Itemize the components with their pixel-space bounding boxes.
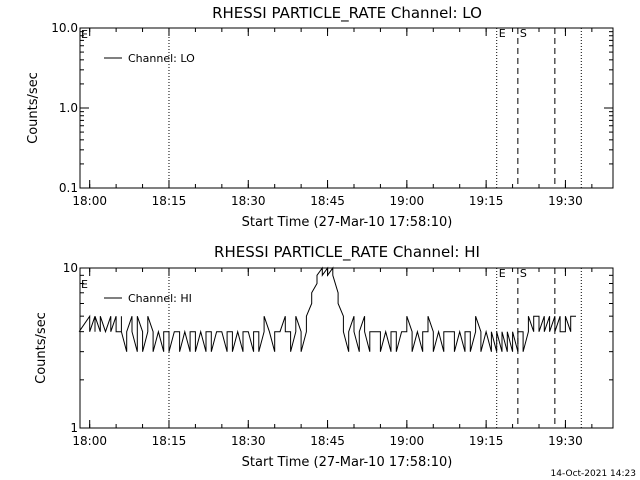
chart-hi-xtick-label: 19:15 bbox=[469, 434, 504, 448]
chart-lo-title: RHESSI PARTICLE_RATE Channel: LO bbox=[212, 4, 482, 23]
chart-hi-legend: Channel: HI bbox=[104, 292, 192, 305]
chart-hi-series-line bbox=[78, 266, 576, 352]
chart-hi-vline-label: E bbox=[499, 267, 506, 280]
chart-hi-xtick-label: 19:00 bbox=[390, 434, 425, 448]
chart-lo-legend: Channel: LO bbox=[104, 52, 195, 65]
chart-hi-xtick-label: 19:30 bbox=[548, 434, 583, 448]
chart-hi-start-marker: E bbox=[81, 278, 88, 291]
chart-hi-xtick-label: 18:45 bbox=[310, 434, 345, 448]
chart-lo-xlabel: Start Time (27-Mar-10 17:58:10) bbox=[242, 215, 453, 230]
chart-hi-series bbox=[78, 266, 576, 352]
chart-hi-xtick-label: 18:15 bbox=[152, 434, 187, 448]
chart-lo-legend-label: Channel: LO bbox=[128, 52, 195, 65]
chart-hi-xtick-label: 18:30 bbox=[231, 434, 266, 448]
chart-lo-ticks: 18:00 18:15 18:30 18:45 19:00 19:15 19:30 0.1 1.… bbox=[51, 21, 613, 208]
chart-hi-vline-label: S bbox=[520, 267, 527, 280]
chart-hi-xtick-label: 18:00 bbox=[72, 434, 107, 448]
footer-timestamp: 14-Oct-2021 14:23 bbox=[551, 469, 636, 479]
chart-hi-title: RHESSI PARTICLE_RATE Channel: HI bbox=[214, 243, 480, 262]
chart-lo-xtick-label: 18:45 bbox=[310, 194, 345, 208]
chart-lo-ylabel: Counts/sec bbox=[26, 72, 41, 144]
chart-lo-xtick-label: 18:30 bbox=[231, 194, 266, 208]
chart-hi-ytick-label: 10 bbox=[63, 261, 78, 275]
chart-hi-ticks: 18:00 18:15 18:30 18:45 19:00 19:15 19:30 1 10 bbox=[63, 261, 613, 448]
chart-hi-ytick-label: 1 bbox=[70, 421, 78, 435]
chart-lo-ytick-label: 10.0 bbox=[51, 21, 78, 35]
chart-lo: RHESSI PARTICLE_RATE Channel: LO Counts/… bbox=[26, 4, 614, 230]
chart-hi-ylabel: Counts/sec bbox=[34, 312, 49, 384]
chart-lo-xtick-label: 19:00 bbox=[390, 194, 425, 208]
chart-lo-xtick-label: 19:30 bbox=[548, 194, 583, 208]
chart-lo-xtick-label: 18:00 bbox=[72, 194, 107, 208]
chart-hi-plot-frame bbox=[79, 267, 614, 429]
chart-hi: RHESSI PARTICLE_RATE Channel: HI Counts/… bbox=[34, 243, 614, 470]
chart-lo-ytick-label: 1.0 bbox=[59, 101, 78, 115]
chart-lo-start-marker: E bbox=[81, 28, 88, 41]
chart-hi-xlabel: Start Time (27-Mar-10 17:58:10) bbox=[242, 455, 453, 470]
chart-hi-legend-label: Channel: HI bbox=[128, 292, 192, 305]
chart-lo-xtick-label: 19:15 bbox=[469, 194, 504, 208]
chart-lo-xtick-label: 18:15 bbox=[152, 194, 187, 208]
chart-lo-vline-label: S bbox=[520, 27, 527, 40]
chart-lo-ytick-label: 0.1 bbox=[59, 181, 78, 195]
chart-lo-vline-label: E bbox=[499, 27, 506, 40]
